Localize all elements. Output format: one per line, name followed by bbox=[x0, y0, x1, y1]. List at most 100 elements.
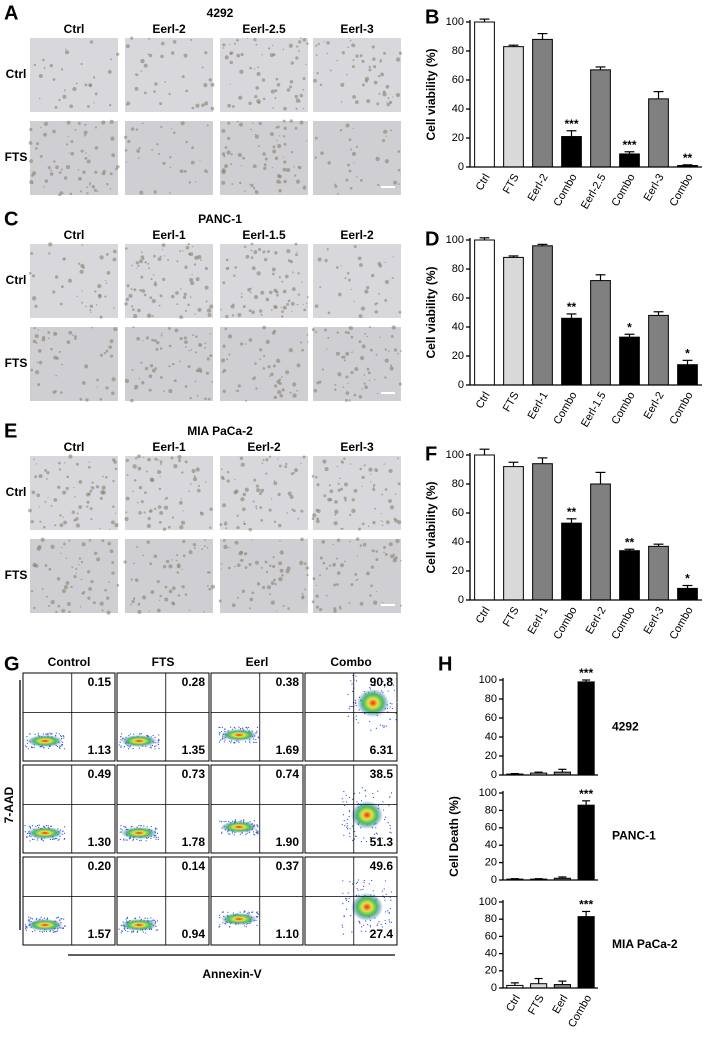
event bbox=[256, 912, 259, 914]
cell bbox=[373, 65, 377, 69]
column-header: Eerl-1.5 bbox=[242, 228, 286, 242]
cell bbox=[164, 585, 168, 589]
y-tick-label: 0 bbox=[491, 769, 497, 781]
quadrant-value: 1.30 bbox=[88, 835, 112, 849]
cell bbox=[106, 596, 110, 600]
cell bbox=[78, 563, 80, 566]
event bbox=[347, 892, 349, 894]
cell bbox=[182, 554, 186, 558]
event bbox=[257, 915, 259, 918]
cell bbox=[210, 82, 215, 87]
cell bbox=[292, 509, 296, 513]
cell bbox=[336, 538, 341, 543]
cell bbox=[288, 43, 293, 48]
cell bbox=[71, 566, 74, 569]
cell bbox=[287, 491, 292, 496]
cell bbox=[338, 605, 342, 609]
event bbox=[126, 917, 129, 919]
event bbox=[383, 897, 385, 899]
y-tick-label: 100 bbox=[446, 449, 464, 461]
micrograph bbox=[123, 539, 216, 615]
cell bbox=[48, 242, 53, 247]
quadrant-value: 1.78 bbox=[182, 835, 206, 849]
cell bbox=[242, 156, 246, 160]
event bbox=[119, 741, 121, 743]
event bbox=[351, 825, 354, 827]
event bbox=[156, 828, 158, 830]
event bbox=[384, 818, 386, 821]
cell bbox=[253, 250, 258, 255]
cell bbox=[105, 253, 109, 256]
micrograph bbox=[313, 121, 401, 195]
cell bbox=[272, 149, 277, 154]
cell bbox=[230, 153, 233, 156]
cell bbox=[151, 314, 154, 318]
cell bbox=[29, 127, 33, 132]
cell bbox=[84, 364, 89, 369]
cell bbox=[142, 554, 145, 557]
event bbox=[152, 734, 154, 737]
cell bbox=[366, 99, 371, 104]
cell bbox=[147, 313, 152, 318]
cell bbox=[321, 540, 325, 544]
cell bbox=[378, 92, 381, 95]
micrograph-bg bbox=[220, 244, 308, 318]
cell bbox=[249, 597, 254, 602]
cell bbox=[188, 490, 190, 493]
cell bbox=[394, 493, 397, 495]
cell bbox=[300, 341, 303, 344]
event bbox=[29, 826, 32, 828]
cell bbox=[221, 152, 226, 156]
cell bbox=[208, 78, 212, 82]
cell bbox=[62, 490, 67, 495]
y-tick-label: 0 bbox=[458, 379, 464, 391]
cell bbox=[143, 293, 147, 297]
cell bbox=[279, 568, 284, 573]
cell bbox=[83, 130, 88, 135]
cell bbox=[192, 542, 197, 547]
micrograph bbox=[313, 244, 402, 319]
event bbox=[346, 822, 348, 825]
cell bbox=[100, 490, 105, 495]
cell bbox=[314, 156, 317, 159]
cell bbox=[66, 475, 70, 479]
cell bbox=[370, 273, 375, 278]
event bbox=[155, 836, 157, 838]
cell bbox=[306, 334, 309, 336]
cell bbox=[33, 63, 36, 67]
cell bbox=[279, 393, 284, 398]
cell bbox=[203, 346, 206, 349]
x-tick-label: Ctrl bbox=[504, 993, 523, 1014]
cell bbox=[147, 516, 151, 521]
cell bbox=[109, 528, 111, 530]
cell bbox=[385, 520, 390, 525]
cell bbox=[298, 49, 300, 52]
bar bbox=[590, 69, 611, 168]
cell bbox=[140, 361, 143, 364]
event bbox=[24, 824, 26, 827]
cell bbox=[334, 513, 337, 516]
event bbox=[147, 917, 149, 919]
event bbox=[372, 890, 374, 892]
cell bbox=[250, 249, 253, 252]
event bbox=[347, 818, 349, 821]
cell bbox=[350, 148, 353, 151]
cell bbox=[101, 171, 106, 176]
cell bbox=[165, 496, 169, 500]
cell bbox=[301, 348, 305, 352]
cell bbox=[266, 585, 271, 590]
cell bbox=[339, 128, 343, 132]
cell bbox=[201, 103, 205, 107]
cell bbox=[286, 566, 291, 571]
quadrant-value: 1.35 bbox=[182, 743, 206, 757]
cell bbox=[148, 267, 150, 270]
cell bbox=[359, 601, 364, 606]
cell bbox=[154, 457, 158, 461]
cell bbox=[365, 292, 367, 294]
event bbox=[246, 912, 248, 914]
density bbox=[221, 729, 257, 741]
cell bbox=[298, 165, 302, 170]
cell bbox=[345, 351, 350, 356]
cell bbox=[349, 39, 352, 42]
cell bbox=[243, 522, 246, 525]
